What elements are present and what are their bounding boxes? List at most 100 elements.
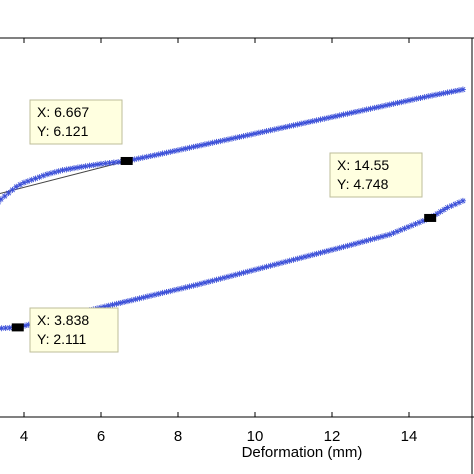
data-point — [159, 150, 166, 157]
data-point — [440, 90, 447, 97]
data-point — [244, 268, 251, 275]
data-point — [437, 208, 444, 215]
data-point — [74, 164, 81, 171]
data-point — [132, 296, 139, 303]
data-point — [209, 277, 216, 284]
data-point — [144, 293, 151, 300]
data-point — [332, 245, 339, 252]
data-point — [9, 186, 16, 193]
datatip-marker — [120, 156, 133, 165]
data-point — [113, 300, 120, 307]
data-point — [390, 229, 397, 236]
data-point — [425, 93, 432, 100]
data-point — [13, 183, 20, 190]
x-axis-label: Deformation (mm) — [242, 444, 363, 461]
data-point — [147, 153, 154, 160]
data-point — [171, 148, 178, 155]
data-point — [44, 171, 51, 178]
data-point — [190, 143, 197, 150]
data-point — [205, 140, 212, 147]
data-point — [313, 117, 320, 124]
data-point — [459, 197, 466, 204]
data-point — [5, 189, 12, 196]
data-point — [102, 160, 109, 167]
data-point — [178, 146, 185, 153]
data-point — [148, 292, 155, 299]
data-point — [282, 123, 289, 130]
data-point — [221, 137, 228, 144]
data-point — [167, 288, 174, 295]
data-point — [151, 152, 158, 159]
data-point — [348, 109, 355, 116]
data-point — [321, 115, 328, 122]
data-point — [263, 128, 270, 135]
data-point — [409, 96, 416, 103]
data-point — [186, 144, 193, 151]
data-point — [352, 240, 359, 247]
data-point — [201, 279, 208, 286]
datatips[interactable]: X: 6.667 Y: 6.121 X: 14.55 Y: 4.748 X: 3.838… — [11, 99, 437, 353]
data-point — [344, 242, 351, 249]
datatip-marker — [11, 323, 24, 332]
data-point — [59, 167, 66, 174]
data-point — [336, 244, 343, 251]
data-point — [294, 121, 301, 128]
data-point — [355, 239, 362, 246]
data-point — [286, 123, 293, 130]
data-point — [402, 98, 409, 105]
datatip[interactable]: X: 6.667 Y: 6.121 — [29, 99, 133, 165]
data-point — [55, 168, 62, 175]
datatip[interactable]: X: 3.838 Y: 2.111 — [11, 307, 119, 353]
data-point — [375, 104, 382, 111]
data-point — [394, 99, 401, 106]
data-point — [151, 291, 158, 298]
plot-frame — [0, 37, 474, 474]
datatip-x-text: X: 14.55 — [337, 157, 389, 173]
data-series — [0, 86, 466, 332]
data-point — [209, 139, 216, 146]
data-point — [248, 131, 255, 138]
data-point — [267, 262, 274, 269]
data-point — [382, 102, 389, 109]
data-point — [305, 252, 312, 259]
data-point — [228, 272, 235, 279]
data-point — [109, 301, 116, 308]
data-point — [352, 109, 359, 116]
data-point — [432, 91, 439, 98]
data-point — [452, 88, 459, 95]
data-point — [252, 266, 258, 273]
series-1 — [0, 86, 466, 205]
data-point — [244, 132, 251, 139]
data-point — [63, 166, 70, 173]
data-point — [217, 275, 224, 282]
data-point — [0, 196, 4, 203]
data-point — [82, 163, 89, 170]
data-point — [186, 283, 193, 290]
data-point — [2, 325, 9, 332]
data-point — [182, 145, 189, 152]
data-point — [25, 321, 32, 328]
data-point — [198, 142, 205, 149]
tangent-line — [0, 160, 127, 195]
data-point — [128, 297, 135, 304]
data-point — [275, 125, 282, 132]
data-point — [344, 110, 351, 117]
data-point — [405, 223, 412, 230]
data-point — [110, 159, 117, 166]
data-point — [436, 91, 443, 98]
x-tick-label: 8 — [174, 428, 182, 445]
data-point — [367, 105, 374, 112]
data-point — [143, 153, 150, 160]
data-point — [263, 263, 270, 270]
data-point — [332, 113, 339, 120]
data-point — [225, 136, 232, 143]
data-point — [259, 264, 266, 271]
data-point — [336, 112, 343, 119]
data-point — [278, 259, 285, 266]
data-point — [217, 138, 224, 145]
datatip[interactable]: X: 14.55 Y: 4.748 — [329, 152, 437, 222]
data-point — [363, 237, 370, 244]
data-point — [106, 159, 113, 166]
data-point — [305, 119, 312, 126]
data-point — [163, 149, 170, 156]
